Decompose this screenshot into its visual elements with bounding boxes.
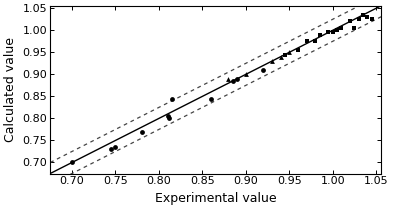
Point xyxy=(351,26,358,30)
Point xyxy=(108,148,114,151)
Point xyxy=(369,18,375,21)
Point xyxy=(312,40,318,43)
Y-axis label: Calculated value: Calculated value xyxy=(4,37,17,142)
Point xyxy=(303,40,310,43)
Point xyxy=(112,145,119,149)
Point xyxy=(138,130,145,133)
Point xyxy=(242,73,249,76)
Point xyxy=(164,115,171,118)
Point xyxy=(234,77,240,80)
X-axis label: Experimental value: Experimental value xyxy=(154,192,276,205)
Point xyxy=(269,59,275,63)
Point xyxy=(277,55,284,58)
Point xyxy=(69,161,75,164)
Point xyxy=(316,33,323,36)
Point xyxy=(364,15,371,19)
Point xyxy=(295,48,301,52)
Point xyxy=(260,68,266,72)
Point xyxy=(325,31,332,34)
Point xyxy=(356,18,362,21)
Point xyxy=(166,117,173,120)
Point xyxy=(360,13,366,17)
Point xyxy=(334,29,340,32)
Point xyxy=(169,97,175,100)
Point xyxy=(208,97,214,100)
Point xyxy=(230,79,236,83)
Point xyxy=(330,31,336,34)
Point xyxy=(282,53,288,56)
Point xyxy=(347,20,353,23)
Point xyxy=(286,51,292,54)
Point xyxy=(225,77,231,80)
Point xyxy=(338,26,345,30)
